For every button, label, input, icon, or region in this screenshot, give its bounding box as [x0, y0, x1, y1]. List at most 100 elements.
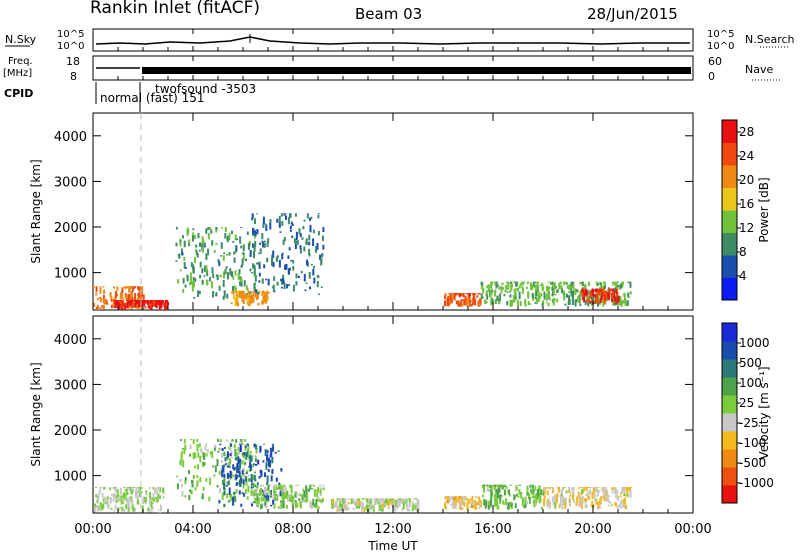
- velocity-range-gate: [94, 503, 96, 508]
- velocity-range-gate: [244, 444, 247, 451]
- velocity-range-gate: [224, 447, 226, 449]
- station-title: Rankin Inlet (fitACF): [90, 0, 260, 18]
- power-range-gate: [583, 288, 586, 290]
- power-range-gate: [309, 286, 311, 290]
- power-range-gate: [254, 274, 257, 282]
- velocity-range-gate: [112, 493, 115, 500]
- velocity-range-gate: [445, 505, 448, 510]
- velocity-range-gate: [251, 503, 253, 507]
- power-range-gate: [480, 293, 483, 299]
- velocity-range-gate: [282, 488, 285, 496]
- velocity-range-gate: [156, 499, 159, 502]
- velocity-range-gate: [554, 495, 557, 502]
- velocity-range-gate: [197, 452, 200, 458]
- power-range-gate: [597, 291, 600, 294]
- power-range-gate: [233, 291, 236, 300]
- velocity-range-gate: [266, 497, 269, 502]
- power-range-gate: [121, 305, 124, 310]
- power-range-gate: [498, 301, 500, 305]
- velocity-range-gate: [95, 505, 98, 509]
- velocity-range-gate: [250, 501, 253, 504]
- velocity-ytick-label: 3000: [54, 378, 87, 393]
- velocity-range-gate: [196, 439, 199, 442]
- velocity-range-gate: [547, 487, 550, 489]
- velocity-range-gate: [457, 497, 460, 501]
- velocity-range-gate: [220, 460, 223, 463]
- power-range-gate: [484, 299, 487, 305]
- velocity-range-gate: [184, 495, 187, 498]
- power-range-gate: [613, 287, 616, 293]
- nave-tick-high: 60: [708, 55, 722, 68]
- velocity-range-gate: [534, 485, 537, 491]
- velocity-range-gate: [626, 487, 629, 494]
- velocity-range-gate: [228, 446, 231, 450]
- velocity-range-gate: [591, 493, 594, 500]
- velocity-range-gate: [184, 444, 187, 451]
- velocity-range-gate: [265, 493, 268, 499]
- velocity-range-gate: [264, 502, 267, 507]
- power-range-gate: [571, 295, 574, 300]
- velocity-range-gate: [501, 486, 504, 490]
- power-range-gate: [296, 239, 299, 245]
- velocity-range-gate: [242, 479, 245, 485]
- velocity-range-gate: [255, 489, 258, 494]
- velocity-range-gate: [406, 504, 408, 508]
- power-range-gate: [188, 242, 191, 247]
- velocity-range-gate: [481, 484, 484, 489]
- power-range-gate: [136, 300, 139, 304]
- velocity-range-gate: [106, 496, 109, 500]
- velocity-range-gate: [223, 490, 226, 496]
- power-range-gate: [266, 295, 269, 301]
- power-range-gate: [198, 290, 201, 295]
- velocity-range-gate: [258, 489, 261, 497]
- power-range-gate: [545, 301, 548, 304]
- power-range-gate: [309, 224, 312, 233]
- velocity-range-gate: [280, 500, 283, 503]
- power-range-gate: [232, 286, 234, 294]
- power-range-gate: [549, 298, 552, 301]
- power-range-gate: [613, 300, 616, 306]
- velocity-range-gate: [460, 496, 463, 501]
- velocity-range-gate: [580, 498, 583, 500]
- velocity-range-gate: [239, 477, 242, 479]
- velocity-range-gate: [179, 478, 182, 483]
- power-range-gate: [245, 258, 247, 262]
- velocity-range-gate: [190, 479, 193, 484]
- velocity-range-gate: [482, 484, 485, 487]
- velocity-range-gate: [331, 499, 334, 505]
- power-range-gate: [610, 292, 613, 299]
- velocity-range-gate: [533, 495, 536, 499]
- power-range-gate: [295, 236, 298, 240]
- power-range-gate: [236, 297, 239, 304]
- velocity-colorbar-label: -1000: [739, 476, 774, 490]
- velocity-range-gate: [487, 502, 490, 510]
- velocity-range-gate: [587, 494, 590, 498]
- velocity-range-gate: [221, 469, 224, 478]
- power-range-gate: [547, 291, 550, 298]
- velocity-range-gate: [495, 488, 498, 494]
- power-range-gate: [205, 253, 208, 260]
- velocity-range-gate: [450, 496, 453, 499]
- velocity-range-gate: [228, 461, 231, 467]
- velocity-range-gate: [296, 502, 299, 508]
- velocity-range-gate: [531, 495, 534, 498]
- power-range-gate: [207, 248, 210, 256]
- power-range-gate: [587, 290, 590, 295]
- power-range-gate: [266, 241, 269, 247]
- power-range-gate: [619, 296, 622, 303]
- power-range-gate: [121, 287, 124, 293]
- velocity-range-gate: [274, 497, 277, 501]
- beam-label: Beam 03: [355, 5, 422, 23]
- power-range-gate: [282, 239, 285, 245]
- velocity-range-gate: [372, 498, 375, 500]
- power-range-gate: [129, 296, 132, 303]
- power-range-gate: [101, 305, 104, 309]
- velocity-range-gate: [302, 488, 305, 492]
- power-range-gate: [460, 293, 463, 296]
- power-range-gate: [288, 283, 290, 287]
- power-colorbar-label: 8: [739, 245, 747, 259]
- velocity-range-gate: [235, 489, 238, 494]
- velocity-range-gate: [483, 502, 486, 504]
- velocity-range-gate: [303, 494, 306, 498]
